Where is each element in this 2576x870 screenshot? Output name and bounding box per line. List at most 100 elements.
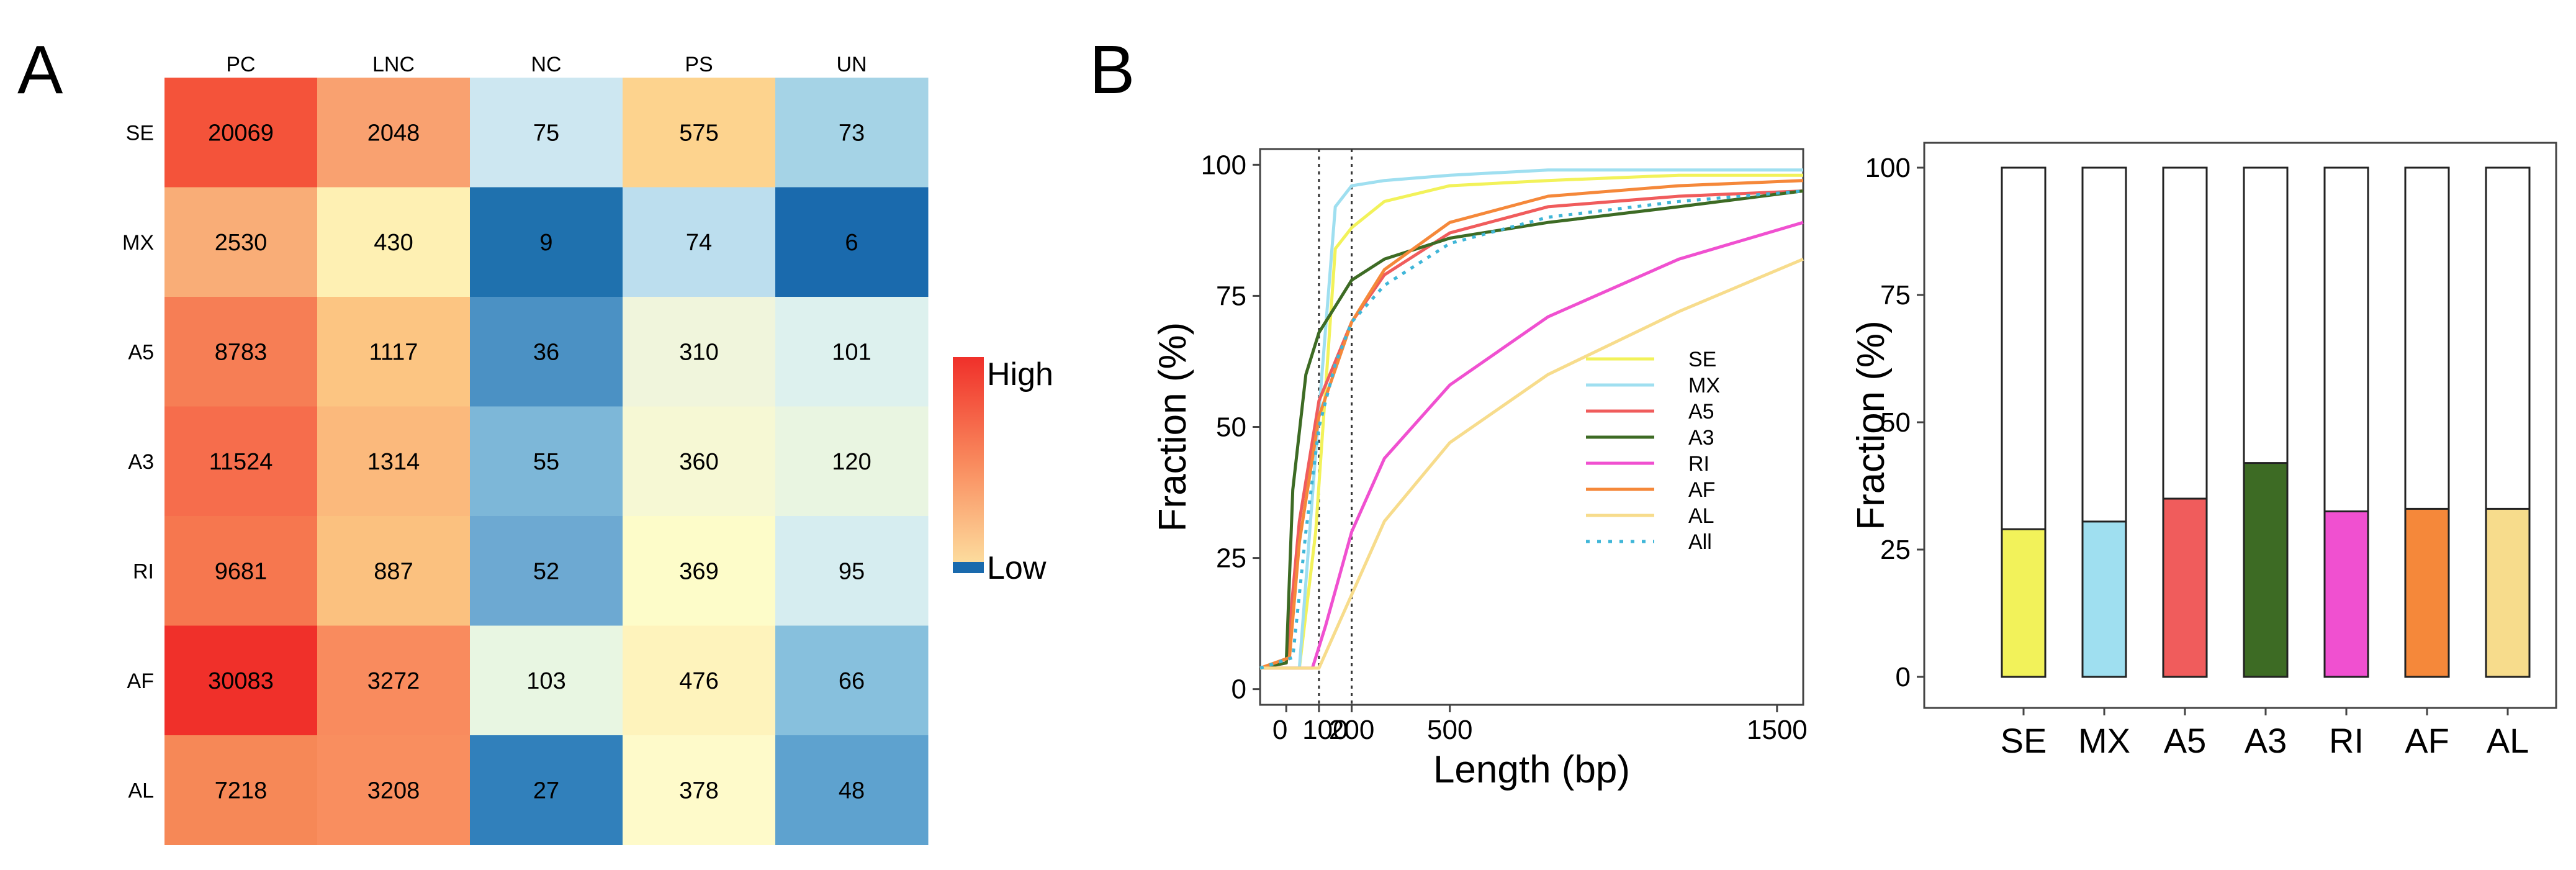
heatmap-cell-value: 11524 [209, 449, 273, 475]
heatmap-cell-value: 3272 [367, 668, 420, 694]
column-header: PS [685, 53, 713, 76]
heatmap-cell-value: 66 [839, 668, 865, 694]
heatmap-cell-value: 2530 [215, 230, 268, 256]
y-tick-label: 0 [1232, 674, 1246, 705]
heatmap-cell-value: 887 [374, 558, 413, 584]
series-line-all [1259, 189, 1804, 670]
heatmap-cell-value: 9 [539, 230, 552, 256]
heatmap-cell-value: 9681 [215, 558, 268, 584]
y-tick-label: 50 [1216, 412, 1246, 443]
column-header: NC [531, 53, 561, 76]
heatmap-cell [317, 516, 471, 626]
heatmap-cell [623, 297, 776, 407]
column-header: PC [226, 53, 255, 76]
heatmap-cell [623, 625, 776, 736]
legend-high-label: High [987, 356, 1053, 392]
heatmap-cell [470, 187, 623, 297]
heatmap-cell [470, 406, 623, 517]
heatmap-cell [775, 735, 929, 845]
bar-fraction-ri [2323, 510, 2369, 678]
heatmap-cell-value: 310 [679, 339, 718, 365]
panel-label-a: A [17, 32, 63, 108]
y-tick-label: 0 [1896, 662, 1911, 692]
x-tick-label: 100 [1302, 715, 1348, 745]
column-header: LNC [372, 53, 415, 76]
heatmap-cell [317, 406, 471, 517]
plot-frame [1259, 148, 1804, 706]
legend-label: All [1688, 530, 1712, 554]
fraction-bar-chart: 0 25 50 75 100 SE MX A5 A3 RI AF AL Fraction (%) [1850, 142, 2557, 760]
row-header: AF [127, 669, 154, 693]
heatmap-cell-value: 48 [839, 777, 865, 804]
heatmap-cell-value: 3208 [367, 777, 420, 804]
y-axis-title: Fraction (%) [1850, 320, 1893, 530]
legend-low-label: Low [987, 550, 1047, 586]
heatmap-cell [164, 297, 318, 407]
heatmap-cell [164, 516, 318, 626]
heatmap-cell [317, 625, 471, 736]
heatmap-cell-value: 378 [679, 777, 718, 804]
y-tick-label: 75 [1880, 280, 1911, 310]
heatmap-cell-value: 575 [679, 120, 718, 146]
heatmap-cell [623, 406, 776, 517]
x-tick-label: 1500 [1747, 715, 1808, 745]
heatmap-cell-value: 430 [374, 230, 413, 256]
x-tick-label: 200 [1329, 715, 1374, 745]
heatmap-cell [623, 735, 776, 845]
heatmap-cell [470, 516, 623, 626]
x-tick-label: AF [2405, 721, 2449, 760]
heatmap-cell-value: 55 [533, 449, 559, 475]
x-axis-title: Length (bp) [1433, 748, 1630, 791]
bar-fraction-af [2404, 507, 2450, 678]
y-tick-label: 100 [1201, 150, 1246, 180]
heatmap-legend: High Low [953, 356, 1053, 586]
x-tick-label: MX [2078, 721, 2130, 760]
series-line-af [1259, 179, 1804, 670]
heatmap-cell [775, 625, 929, 736]
y-tick-label: 75 [1216, 281, 1246, 311]
heatmap-cell [164, 78, 318, 188]
row-header: RI [133, 560, 154, 583]
heatmap-cell [470, 78, 623, 188]
plot-frame [1923, 142, 2557, 709]
row-header: A3 [128, 450, 154, 474]
bar-fraction-a5 [2162, 497, 2208, 678]
y-tick-label: 50 [1880, 407, 1911, 438]
heatmap-cell [164, 406, 318, 517]
legend-label: SE [1688, 348, 1716, 371]
x-tick-label: A3 [2245, 721, 2287, 760]
heatmap-cell [623, 187, 776, 297]
heatmap-cell-value: 8783 [215, 339, 268, 365]
heatmap-cell-value: 75 [533, 120, 559, 146]
legend-label: MX [1688, 374, 1720, 397]
heatmap-cell [775, 187, 929, 297]
row-header: MX [122, 231, 154, 255]
y-tick-label: 25 [1216, 543, 1246, 574]
heatmap-cell-value: 101 [832, 339, 871, 365]
heatmap-cell [164, 625, 318, 736]
bar-fraction-al [2485, 507, 2531, 678]
legend-label: A3 [1688, 426, 1714, 450]
y-axis-title: Fraction (%) [1151, 322, 1194, 532]
heatmap-cell [623, 78, 776, 188]
heatmap-cell [775, 516, 929, 626]
series-line-ri [1260, 220, 1804, 670]
heatmap-cell-value: 2048 [367, 120, 420, 146]
row-header: A5 [128, 340, 154, 364]
row-header: AL [128, 779, 154, 802]
x-tick-label: 0 [1272, 715, 1287, 745]
heatmap-cell [775, 406, 929, 517]
x-tick-label: A5 [2164, 721, 2207, 760]
bar-fraction-se [2001, 528, 2047, 678]
heatmap-cell-value: 120 [832, 449, 871, 475]
heatmap-cell [470, 735, 623, 845]
heatmap-cell [317, 78, 471, 188]
heatmap-cell [775, 297, 929, 407]
heatmap-cell-value: 73 [839, 120, 865, 146]
heatmap-cell [317, 735, 471, 845]
heatmap-cell-value: 20069 [208, 120, 274, 146]
y-tick-label: 100 [1865, 153, 1911, 183]
heatmap-cell [623, 516, 776, 626]
series-line-mx [1260, 168, 1803, 670]
